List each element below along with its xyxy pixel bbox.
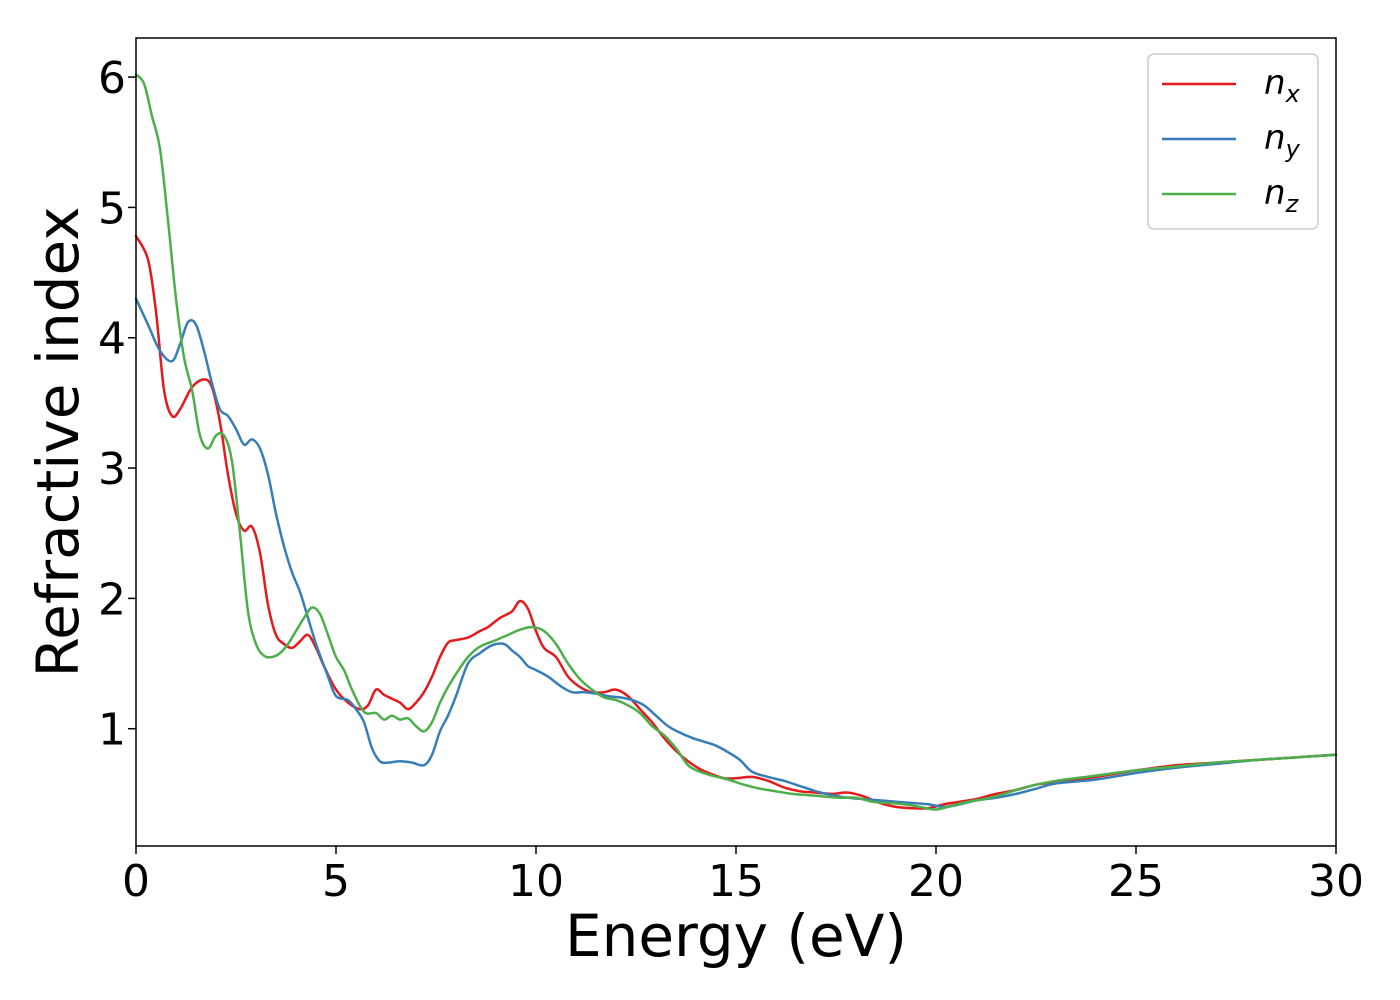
- y-tick-label: 4: [98, 314, 126, 365]
- x-axis-ticks: 0 5 10 15 20 25 30: [122, 846, 1364, 907]
- legend-label-base: n: [1264, 118, 1286, 158]
- legend-label-z: nz: [1264, 173, 1300, 218]
- x-tick-label: 5: [322, 856, 350, 907]
- legend-box: [1147, 53, 1319, 230]
- x-tick-label: 30: [1308, 856, 1364, 907]
- y-tick-label: 1: [98, 705, 126, 756]
- x-tick-label: 20: [908, 856, 964, 907]
- legend-label-x: nx: [1264, 63, 1301, 108]
- y-tick-label: 3: [98, 444, 126, 495]
- legend-label-subscript: z: [1285, 190, 1300, 218]
- x-tick-label: 10: [508, 856, 564, 907]
- y-tick-label: 6: [98, 53, 126, 104]
- series-line-y: [134, 297, 1338, 809]
- y-axis-ticks: 1 2 3 4 5 6: [98, 53, 136, 756]
- x-tick-label: 15: [708, 856, 764, 907]
- legend-label-y: ny: [1264, 118, 1301, 163]
- y-tick-label: 5: [98, 183, 126, 234]
- x-axis-title: Energy (eV): [565, 902, 907, 970]
- legend-label-subscript: x: [1285, 80, 1301, 108]
- legend-label-base: n: [1264, 63, 1286, 103]
- legend-label-base: n: [1264, 173, 1286, 213]
- series-lines: [134, 73, 1338, 811]
- series-line-x: [134, 234, 1338, 810]
- y-axis-title: Refractive index: [24, 206, 92, 677]
- plot-area: [136, 38, 1336, 846]
- x-tick-label: 25: [1108, 856, 1164, 907]
- series-line-z: [134, 73, 1338, 811]
- y-tick-label: 2: [98, 574, 126, 625]
- legend-label-subscript: y: [1285, 135, 1301, 163]
- x-tick-label: 0: [122, 856, 150, 907]
